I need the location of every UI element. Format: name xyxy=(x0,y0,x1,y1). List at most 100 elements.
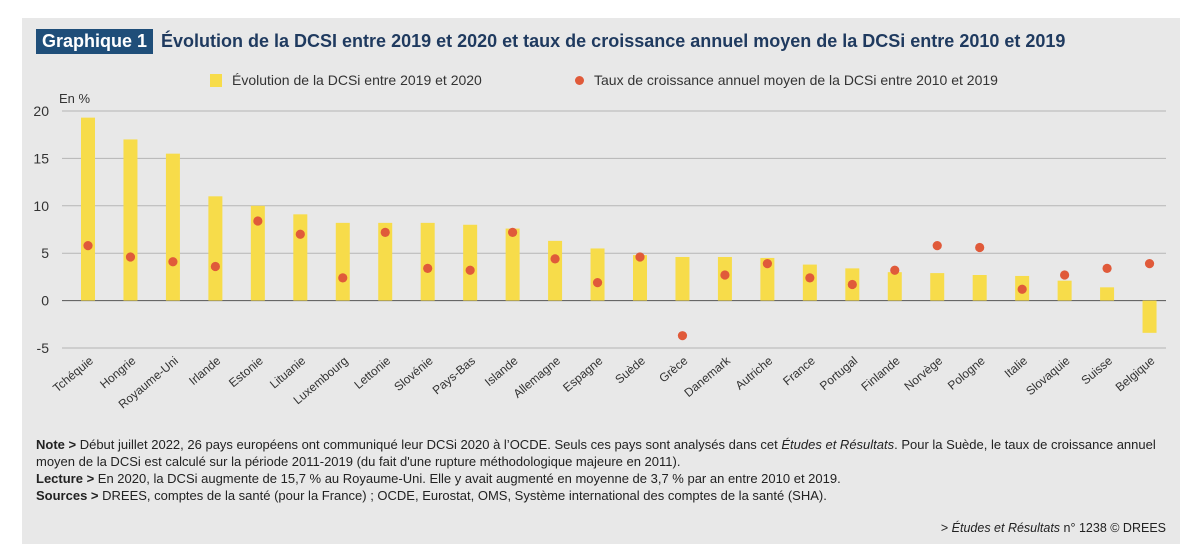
sources-label: Sources > xyxy=(36,488,99,503)
bar xyxy=(123,139,138,301)
x-tick-label: Slovénie xyxy=(391,353,436,394)
note-label: Note > xyxy=(36,437,77,452)
note-paragraph: Note > Début juillet 2022, 26 pays europ… xyxy=(36,436,1166,470)
footer-prefix: > xyxy=(940,521,952,535)
y-tick-label: 5 xyxy=(41,245,49,261)
dot-point xyxy=(805,273,815,283)
dot-point xyxy=(338,273,348,283)
dot-point xyxy=(550,254,560,264)
dot-point xyxy=(1017,284,1027,294)
x-tick-label: Espagne xyxy=(560,353,606,394)
legend-label-bars: Évolution de la DCSi entre 2019 et 2020 xyxy=(232,72,482,88)
bar xyxy=(590,248,605,301)
note-text-b: . Pour la Suède, le taux de croissance a… xyxy=(36,437,1156,469)
x-tick-label: Autriche xyxy=(733,353,776,392)
dot-point xyxy=(762,259,772,269)
bar xyxy=(1100,287,1115,301)
y-tick-label: 10 xyxy=(33,198,49,214)
lecture-label: Lecture > xyxy=(36,471,95,486)
bar xyxy=(1142,300,1157,333)
legend-item-bars: Évolution de la DCSi entre 2019 et 2020 xyxy=(210,70,482,90)
x-tick-label: Norvège xyxy=(901,353,945,393)
y-tick-label: -5 xyxy=(37,340,50,356)
y-tick-label: 15 xyxy=(33,150,49,166)
dot-point xyxy=(932,241,942,251)
legend-item-dots: Taux de croissance annuel moyen de la DC… xyxy=(575,70,998,90)
figure-badge: Graphique 1 xyxy=(36,28,154,54)
dot-point xyxy=(83,241,93,251)
x-tick-label: Lettonie xyxy=(351,353,393,391)
bar xyxy=(972,275,987,301)
x-tick-label: Tchéquie xyxy=(50,353,96,395)
x-tick-label: Finlande xyxy=(858,353,903,394)
note-italic: Études et Résultats xyxy=(781,437,895,452)
dot-point xyxy=(1144,259,1155,269)
chart-panel: Graphique 1 Évolution de la DCSI entre 2… xyxy=(22,18,1180,544)
x-tick-label: Allemagne xyxy=(511,353,564,400)
dot-point xyxy=(1102,263,1112,273)
bar xyxy=(633,255,647,301)
notes-block: Note > Début juillet 2022, 26 pays europ… xyxy=(36,436,1166,504)
sources-text: DREES, comptes de la santé (pour la Fran… xyxy=(98,488,827,503)
bar xyxy=(505,228,520,301)
x-tick-label: Suisse xyxy=(1078,353,1115,387)
dot-point xyxy=(465,265,475,275)
legend-bar-swatch xyxy=(210,73,222,87)
bar xyxy=(165,153,180,301)
dot-point xyxy=(890,265,900,275)
x-tick-label: Suède xyxy=(612,353,648,386)
x-tick-label: Islande xyxy=(482,353,521,389)
dot-point xyxy=(380,227,390,237)
dot-point xyxy=(210,261,220,272)
dot-point xyxy=(125,252,136,262)
footer-publication: Études et Résultats xyxy=(951,521,1061,535)
lecture-paragraph: Lecture > En 2020, la DCSi augmente de 1… xyxy=(36,470,1166,487)
bar xyxy=(887,272,902,301)
bar xyxy=(293,214,308,301)
x-tick-label: Irlande xyxy=(186,353,223,388)
bar xyxy=(208,196,223,301)
lecture-text: En 2020, la DCSi augmente de 15,7 % au R… xyxy=(94,471,841,486)
dot-point xyxy=(592,277,603,288)
y-tick-label: 20 xyxy=(33,103,49,119)
x-tick-label: Pologne xyxy=(945,353,988,392)
bar xyxy=(675,256,690,301)
sources-paragraph: Sources > DREES, comptes de la santé (po… xyxy=(36,487,1166,504)
bar xyxy=(420,222,435,301)
dot-point xyxy=(253,216,263,226)
footer-credit: > Études et Résultats n° 1238 © DREES xyxy=(941,521,1166,535)
y-tick-label: 0 xyxy=(41,293,49,309)
y-axis-label: En % xyxy=(59,91,91,106)
x-tick-label: Danemark xyxy=(681,353,733,400)
bar xyxy=(250,205,265,301)
bar xyxy=(802,264,817,301)
footer-suffix: n° 1238 © DREES xyxy=(1060,521,1166,535)
dot-point xyxy=(677,331,688,341)
bar xyxy=(760,257,775,301)
note-text-a: Début juillet 2022, 26 pays européens on… xyxy=(76,437,782,452)
x-tick-label: France xyxy=(780,353,818,388)
dot-point xyxy=(975,242,985,253)
dot-point xyxy=(720,270,730,280)
x-tick-label: Italie xyxy=(1002,353,1031,380)
bar xyxy=(548,240,563,301)
bar xyxy=(463,224,478,301)
bar xyxy=(335,222,350,301)
chart-title: Évolution de la DCSI entre 2019 et 2020 … xyxy=(161,30,1066,51)
dot-point xyxy=(1060,270,1070,280)
dot-point xyxy=(847,279,857,290)
x-tick-label: Portugal xyxy=(817,354,860,393)
dot-point xyxy=(168,257,178,267)
dot-point xyxy=(508,227,518,237)
x-tick-label: Pays-Bas xyxy=(430,354,478,398)
dot-point xyxy=(423,263,433,273)
x-tick-label: Belgique xyxy=(1113,353,1158,394)
x-tick-label: Slovaquie xyxy=(1023,353,1073,398)
legend-label-dots: Taux de croissance annuel moyen de la DC… xyxy=(594,72,998,88)
x-tick-label: Grèce xyxy=(656,353,690,385)
bar xyxy=(1057,280,1072,301)
bar xyxy=(81,117,95,301)
header: Graphique 1 Évolution de la DCSI entre 2… xyxy=(36,28,1065,54)
dot-point xyxy=(635,252,645,262)
x-tick-label: Estonie xyxy=(226,353,266,390)
